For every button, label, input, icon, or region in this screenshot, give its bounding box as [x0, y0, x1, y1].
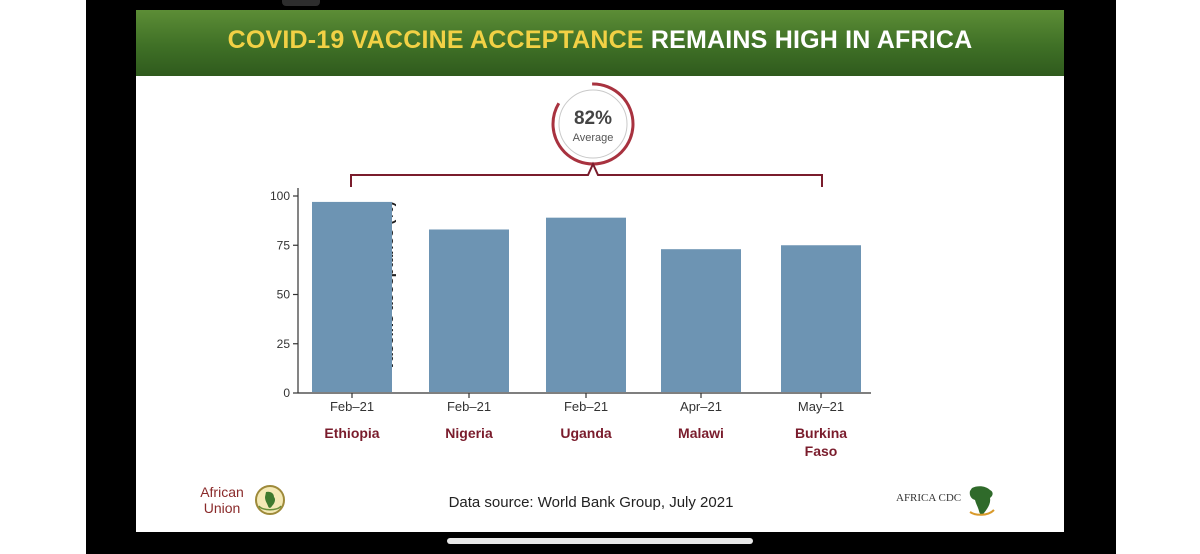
bar-nigeria: [429, 229, 509, 392]
average-label: Average: [573, 132, 614, 144]
african-union-emblem-icon: [255, 485, 285, 515]
africa-cdc-logo: AFRICA CDC: [896, 482, 1006, 522]
bar-uganda: [546, 217, 626, 392]
x-date-label: Apr–21: [680, 399, 722, 414]
x-date-label: Feb–21: [564, 399, 608, 414]
x-labels: Feb–21 Ethiopia Feb–21 Nigeria Feb–21 Uganda A…: [324, 393, 847, 459]
y-ticks: 0 25 50 75 100: [270, 189, 298, 400]
africa-cdc-wordmark: AFRICA CDC: [896, 492, 962, 504]
x-date-label: Feb–21: [330, 399, 374, 414]
x-date-label: May–21: [798, 399, 844, 414]
x-category-label: Faso: [805, 443, 838, 459]
african-union-logo: African Union: [192, 482, 292, 522]
africa-map-icon: [969, 486, 995, 516]
average-bracket: [350, 161, 823, 187]
camera-notch: [282, 0, 320, 6]
bar-chart: 82% Average Vaccine acceptance (%) 02550…: [270, 82, 871, 459]
y-tick-label: 100: [270, 189, 290, 203]
data-source: Data source: World Bank Group, July 2021: [448, 494, 734, 511]
bar-malawi: [661, 249, 741, 392]
african-union-wordmark: African Union: [192, 484, 252, 516]
title-rest: REMAINS HIGH IN AFRICA: [650, 26, 973, 54]
average-disc: [558, 89, 628, 159]
bar-ethiopia: [312, 201, 392, 392]
x-category-label: Malawi: [678, 425, 724, 441]
title-banner: COVID-19 VACCINE ACCEPTANCE REMAINS HIGH…: [136, 10, 1064, 76]
x-category-label: Nigeria: [445, 425, 493, 441]
title-highlight: COVID-19 VACCINE ACCEPTANCE: [227, 26, 644, 54]
african-union-line1: African: [200, 484, 244, 500]
x-category-label: Burkina: [795, 425, 847, 441]
y-tick-label: 0: [283, 386, 290, 400]
home-indicator: [447, 538, 753, 544]
bar-burkina-faso: [781, 245, 861, 392]
x-category-label: Uganda: [560, 425, 612, 441]
x-category-label: Ethiopia: [324, 425, 379, 441]
y-tick-label: 75: [277, 238, 291, 252]
y-tick-label: 25: [277, 337, 291, 351]
average-value: 82%: [574, 108, 612, 129]
slide-title: COVID-19 VACCINE ACCEPTANCE REMAINS HIGH…: [136, 26, 1064, 55]
average-badge: 82% Average: [551, 82, 635, 166]
x-date-label: Feb–21: [447, 399, 491, 414]
african-union-line2: Union: [203, 500, 241, 516]
y-tick-label: 50: [277, 288, 291, 302]
slide: COVID-19 VACCINE ACCEPTANCE REMAINS HIGH…: [136, 10, 1064, 532]
bars: [312, 201, 861, 392]
